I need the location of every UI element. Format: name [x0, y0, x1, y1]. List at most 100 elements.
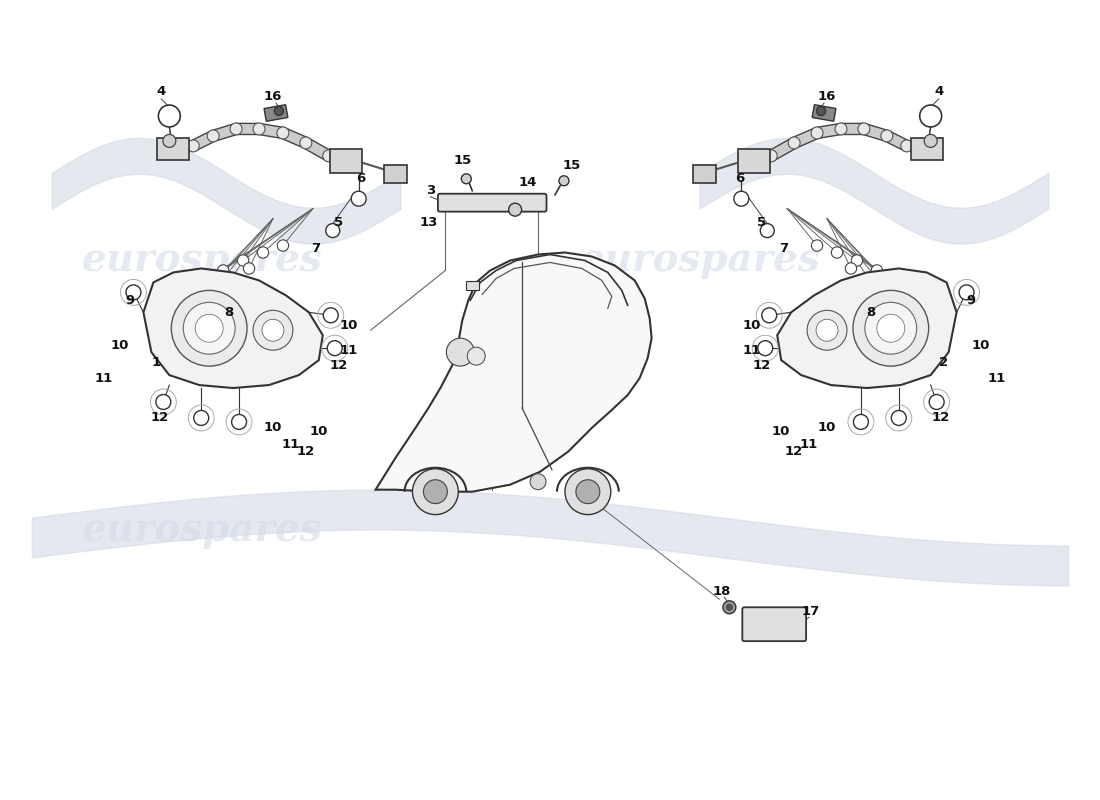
- Text: 12: 12: [752, 358, 770, 372]
- Circle shape: [898, 297, 910, 308]
- Text: 10: 10: [772, 426, 791, 438]
- Circle shape: [854, 414, 868, 430]
- Circle shape: [232, 414, 246, 430]
- Text: 5: 5: [757, 216, 766, 229]
- FancyBboxPatch shape: [438, 194, 547, 212]
- Circle shape: [723, 601, 736, 614]
- Circle shape: [930, 394, 944, 410]
- Text: 10: 10: [817, 422, 836, 434]
- Circle shape: [845, 262, 857, 274]
- Text: 5: 5: [334, 216, 343, 229]
- Text: 11: 11: [988, 371, 1005, 385]
- Circle shape: [881, 130, 893, 142]
- Circle shape: [877, 314, 905, 342]
- Text: 15: 15: [563, 159, 581, 172]
- Circle shape: [508, 203, 521, 216]
- Circle shape: [277, 240, 288, 251]
- Bar: [384, 165, 407, 182]
- Text: 11: 11: [340, 344, 358, 357]
- Circle shape: [277, 127, 289, 139]
- Text: 4: 4: [156, 85, 166, 98]
- Circle shape: [920, 105, 942, 127]
- Circle shape: [891, 410, 906, 426]
- Circle shape: [126, 285, 141, 300]
- Circle shape: [184, 302, 235, 354]
- Circle shape: [328, 341, 342, 356]
- Circle shape: [190, 297, 202, 308]
- Text: 17: 17: [802, 605, 821, 618]
- Circle shape: [257, 247, 268, 258]
- Bar: [330, 149, 362, 173]
- Circle shape: [835, 123, 847, 135]
- Circle shape: [253, 310, 293, 350]
- Bar: [693, 165, 716, 182]
- Circle shape: [208, 285, 219, 296]
- Circle shape: [913, 310, 924, 321]
- Circle shape: [807, 310, 847, 350]
- Text: 4: 4: [934, 85, 944, 98]
- Polygon shape: [143, 269, 322, 388]
- Circle shape: [565, 469, 610, 514]
- Polygon shape: [778, 269, 957, 388]
- Text: 16: 16: [817, 90, 836, 102]
- Circle shape: [864, 273, 874, 284]
- Circle shape: [187, 140, 199, 152]
- Circle shape: [865, 302, 916, 354]
- Text: 2: 2: [939, 356, 948, 369]
- Circle shape: [762, 308, 777, 322]
- Circle shape: [851, 255, 862, 266]
- Circle shape: [734, 191, 749, 206]
- Circle shape: [198, 277, 209, 288]
- Text: 10: 10: [340, 318, 358, 332]
- Circle shape: [832, 247, 843, 258]
- Circle shape: [351, 191, 366, 206]
- Circle shape: [901, 140, 913, 152]
- Circle shape: [559, 176, 569, 186]
- Text: 14: 14: [519, 176, 537, 190]
- Circle shape: [468, 347, 485, 365]
- Circle shape: [230, 123, 242, 135]
- FancyBboxPatch shape: [742, 607, 806, 641]
- Bar: [812, 105, 836, 122]
- Text: 11: 11: [95, 371, 112, 385]
- Circle shape: [238, 255, 249, 266]
- Text: 10: 10: [110, 338, 129, 352]
- Circle shape: [576, 480, 600, 504]
- Circle shape: [530, 474, 546, 490]
- Text: eurospares: eurospares: [81, 510, 322, 549]
- Text: 9: 9: [966, 294, 975, 307]
- Text: 10: 10: [742, 318, 760, 332]
- Text: 7: 7: [311, 242, 320, 255]
- Circle shape: [176, 310, 187, 321]
- Text: 11: 11: [800, 438, 818, 451]
- Circle shape: [959, 285, 974, 300]
- Text: 16: 16: [264, 90, 283, 102]
- Text: 10: 10: [309, 426, 328, 438]
- Circle shape: [766, 150, 778, 162]
- Bar: [465, 281, 478, 290]
- Text: eurospares: eurospares: [81, 242, 322, 279]
- Circle shape: [924, 134, 937, 147]
- Text: 9: 9: [125, 294, 134, 307]
- Text: 6: 6: [356, 172, 365, 186]
- Circle shape: [789, 137, 800, 149]
- Circle shape: [812, 240, 823, 251]
- Text: 1: 1: [152, 356, 161, 369]
- Circle shape: [218, 265, 229, 276]
- Circle shape: [326, 224, 340, 238]
- Circle shape: [858, 123, 870, 135]
- Circle shape: [412, 469, 459, 514]
- Circle shape: [881, 285, 892, 296]
- Text: eurospares: eurospares: [580, 242, 821, 279]
- Circle shape: [871, 265, 882, 276]
- Circle shape: [172, 290, 248, 366]
- Text: 12: 12: [785, 446, 803, 458]
- Text: 11: 11: [742, 344, 760, 357]
- Bar: [157, 138, 189, 160]
- Bar: [738, 149, 770, 173]
- Circle shape: [461, 174, 471, 184]
- Circle shape: [158, 105, 180, 127]
- Text: 10: 10: [971, 338, 990, 352]
- Text: 3: 3: [426, 184, 434, 198]
- Circle shape: [811, 127, 823, 139]
